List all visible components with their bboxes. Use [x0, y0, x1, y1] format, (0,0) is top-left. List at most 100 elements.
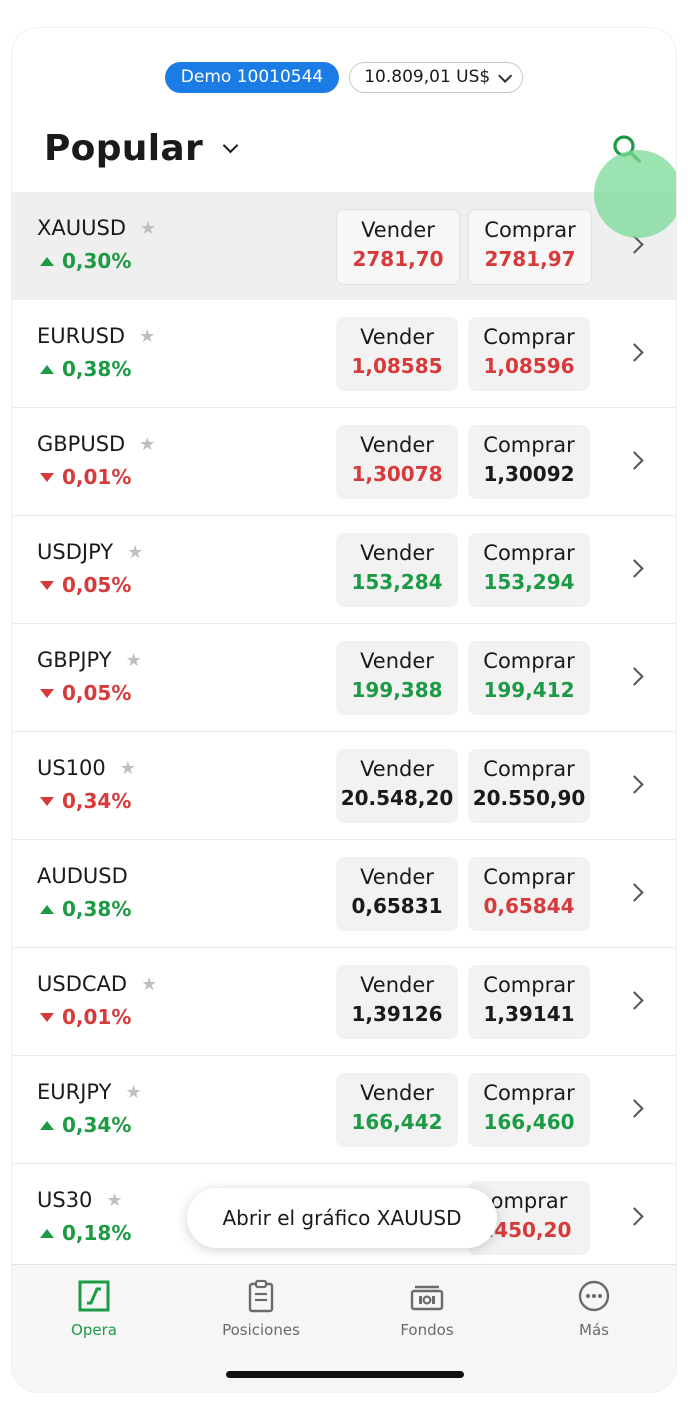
- buy-button[interactable]: Comprar 153,294: [468, 533, 590, 607]
- buy-price: 0,65844: [483, 894, 575, 918]
- chart-square-icon: [78, 1280, 110, 1312]
- more-dots-icon: [578, 1280, 610, 1312]
- buy-button[interactable]: Comprar 0,65844: [468, 857, 590, 931]
- arrow-down-icon: [40, 796, 54, 806]
- tab-mas[interactable]: Más: [534, 1279, 654, 1339]
- buy-button[interactable]: Comprar 2781,97: [468, 209, 592, 285]
- sell-label: Vender: [360, 325, 434, 349]
- sell-button[interactable]: Vender 199,388: [336, 641, 458, 715]
- buy-button[interactable]: Comprar 1,39141: [468, 965, 590, 1039]
- tab-posiciones[interactable]: Posiciones: [201, 1279, 321, 1339]
- chevron-right-icon[interactable]: [625, 559, 644, 578]
- instrument-row-eurusd[interactable]: EURUSD ★ 0,38% Vender 1,08585 Comprar 1,08596: [12, 300, 676, 408]
- sell-button[interactable]: Vender 2781,70: [336, 209, 460, 285]
- app-screen: Demo 10010544 10.809,01 US$ Popular XAUU…: [12, 28, 676, 1392]
- account-bar: Demo 10010544 10.809,01 US$: [12, 62, 676, 93]
- sell-price: 0,65831: [351, 894, 443, 918]
- chevron-right-icon[interactable]: [625, 343, 644, 362]
- tab-fondos[interactable]: Fondos: [367, 1279, 487, 1339]
- chevron-right-icon[interactable]: [625, 883, 644, 902]
- change-percent: 0,18%: [62, 1221, 132, 1245]
- buy-button[interactable]: Comprar 20.550,90: [468, 749, 590, 823]
- buy-label: omprar: [490, 1189, 568, 1213]
- chevron-down-icon[interactable]: [222, 137, 239, 153]
- change-percent: 0,34%: [62, 789, 132, 813]
- chevron-right-icon[interactable]: [625, 451, 644, 470]
- page-title[interactable]: Popular: [44, 127, 204, 169]
- instrument-symbol: EURUSD ★: [37, 324, 155, 348]
- buy-label: Comprar: [483, 757, 575, 781]
- star-icon[interactable]: ★: [139, 433, 156, 455]
- chevron-right-icon[interactable]: [625, 775, 644, 794]
- change-percent: 0,38%: [62, 897, 132, 921]
- sell-button[interactable]: Vender 1,08585: [336, 317, 458, 391]
- sell-price: 2781,70: [352, 247, 444, 271]
- buy-price: 2781,97: [484, 247, 576, 271]
- buy-button[interactable]: omprar .450,20: [468, 1181, 590, 1255]
- star-icon[interactable]: ★: [125, 1081, 142, 1103]
- instrument-symbol: US100 ★: [37, 756, 136, 780]
- instrument-symbol: US30 ★: [37, 1188, 123, 1212]
- arrow-up-icon: [40, 904, 54, 914]
- star-icon[interactable]: ★: [139, 325, 156, 347]
- star-icon[interactable]: ★: [127, 541, 144, 563]
- chevron-right-icon[interactable]: [625, 1207, 644, 1226]
- instrument-row-gbpjpy[interactable]: GBPJPY ★ 0,05% Vender 199,388 Comprar 199,412: [12, 624, 676, 732]
- balance-value: 10.809,01 US$: [364, 67, 491, 87]
- buy-label: Comprar: [483, 973, 575, 997]
- sell-button[interactable]: Vender 1,30078: [336, 425, 458, 499]
- buy-button[interactable]: Comprar 1,08596: [468, 317, 590, 391]
- instrument-symbol: EURJPY ★: [37, 1080, 142, 1104]
- instrument-row-usdcad[interactable]: USDCAD ★ 0,01% Vender 1,39126 Comprar 1,39141: [12, 948, 676, 1056]
- tap-highlight: [594, 150, 676, 238]
- instrument-list: XAUUSD ★ 0,30% Vender 2781,70 Comprar 2781,97 E…: [12, 192, 676, 1272]
- sell-button[interactable]: Vender 0,65831: [336, 857, 458, 931]
- clipboard-icon: [248, 1279, 274, 1313]
- buy-button[interactable]: Comprar 199,412: [468, 641, 590, 715]
- buy-label: Comprar: [483, 433, 575, 457]
- chevron-right-icon[interactable]: [625, 991, 644, 1010]
- buy-price: 166,460: [483, 1110, 575, 1134]
- star-icon[interactable]: ★: [125, 649, 142, 671]
- sell-button[interactable]: Vender 20.548,20: [336, 749, 458, 823]
- toast-open-chart[interactable]: Abrir el gráfico XAUUSD: [187, 1188, 497, 1248]
- arrow-up-icon: [40, 1120, 54, 1130]
- change-indicator: 0,34%: [40, 789, 131, 813]
- instrument-row-us100[interactable]: US100 ★ 0,34% Vender 20.548,20 Comprar 20.550,…: [12, 732, 676, 840]
- sell-label: Vender: [360, 649, 434, 673]
- home-indicator: [226, 1371, 464, 1378]
- star-icon[interactable]: ★: [106, 1189, 123, 1211]
- instrument-row-usdjpy[interactable]: USDJPY ★ 0,05% Vender 153,284 Comprar 153,294: [12, 516, 676, 624]
- buy-button[interactable]: Comprar 1,30092: [468, 425, 590, 499]
- sell-price: 1,39126: [351, 1002, 443, 1026]
- tab-opera[interactable]: Opera: [34, 1279, 154, 1339]
- instrument-row-gbpusd[interactable]: GBPUSD ★ 0,01% Vender 1,30078 Comprar 1,30092: [12, 408, 676, 516]
- buy-button[interactable]: Comprar 166,460: [468, 1073, 590, 1147]
- instrument-row-audusd[interactable]: AUDUSD 0,38% Vender 0,65831 Comprar 0,65844: [12, 840, 676, 948]
- chevron-right-icon[interactable]: [625, 1099, 644, 1118]
- instrument-symbol: GBPJPY ★: [37, 648, 142, 672]
- buy-label: Comprar: [483, 325, 575, 349]
- demo-account-badge[interactable]: Demo 10010544: [164, 62, 340, 93]
- change-indicator: 0,34%: [40, 1113, 131, 1137]
- symbol-label: US100: [37, 756, 106, 780]
- instrument-symbol: XAUUSD ★: [37, 216, 156, 240]
- chevron-right-icon[interactable]: [625, 235, 644, 254]
- star-icon[interactable]: ★: [140, 217, 157, 239]
- sell-button[interactable]: Vender 1,39126: [336, 965, 458, 1039]
- balance-selector[interactable]: 10.809,01 US$: [349, 62, 524, 93]
- star-icon[interactable]: ★: [141, 973, 158, 995]
- star-icon[interactable]: ★: [119, 757, 136, 779]
- chevron-right-icon[interactable]: [625, 667, 644, 686]
- sell-button[interactable]: Vender 153,284: [336, 533, 458, 607]
- sell-label: Vender: [361, 218, 435, 242]
- change-percent: 0,34%: [62, 1113, 132, 1137]
- symbol-label: XAUUSD: [37, 216, 126, 240]
- buy-price: 1,39141: [483, 1002, 575, 1026]
- instrument-row-eurjpy[interactable]: EURJPY ★ 0,34% Vender 166,442 Comprar 166,460: [12, 1056, 676, 1164]
- buy-label: Comprar: [483, 865, 575, 889]
- symbol-label: EURJPY: [37, 1080, 112, 1104]
- sell-button[interactable]: Vender 166,442: [336, 1073, 458, 1147]
- instrument-row-xauusd[interactable]: XAUUSD ★ 0,30% Vender 2781,70 Comprar 2781,97: [12, 192, 676, 300]
- sell-price: 1,30078: [351, 462, 443, 486]
